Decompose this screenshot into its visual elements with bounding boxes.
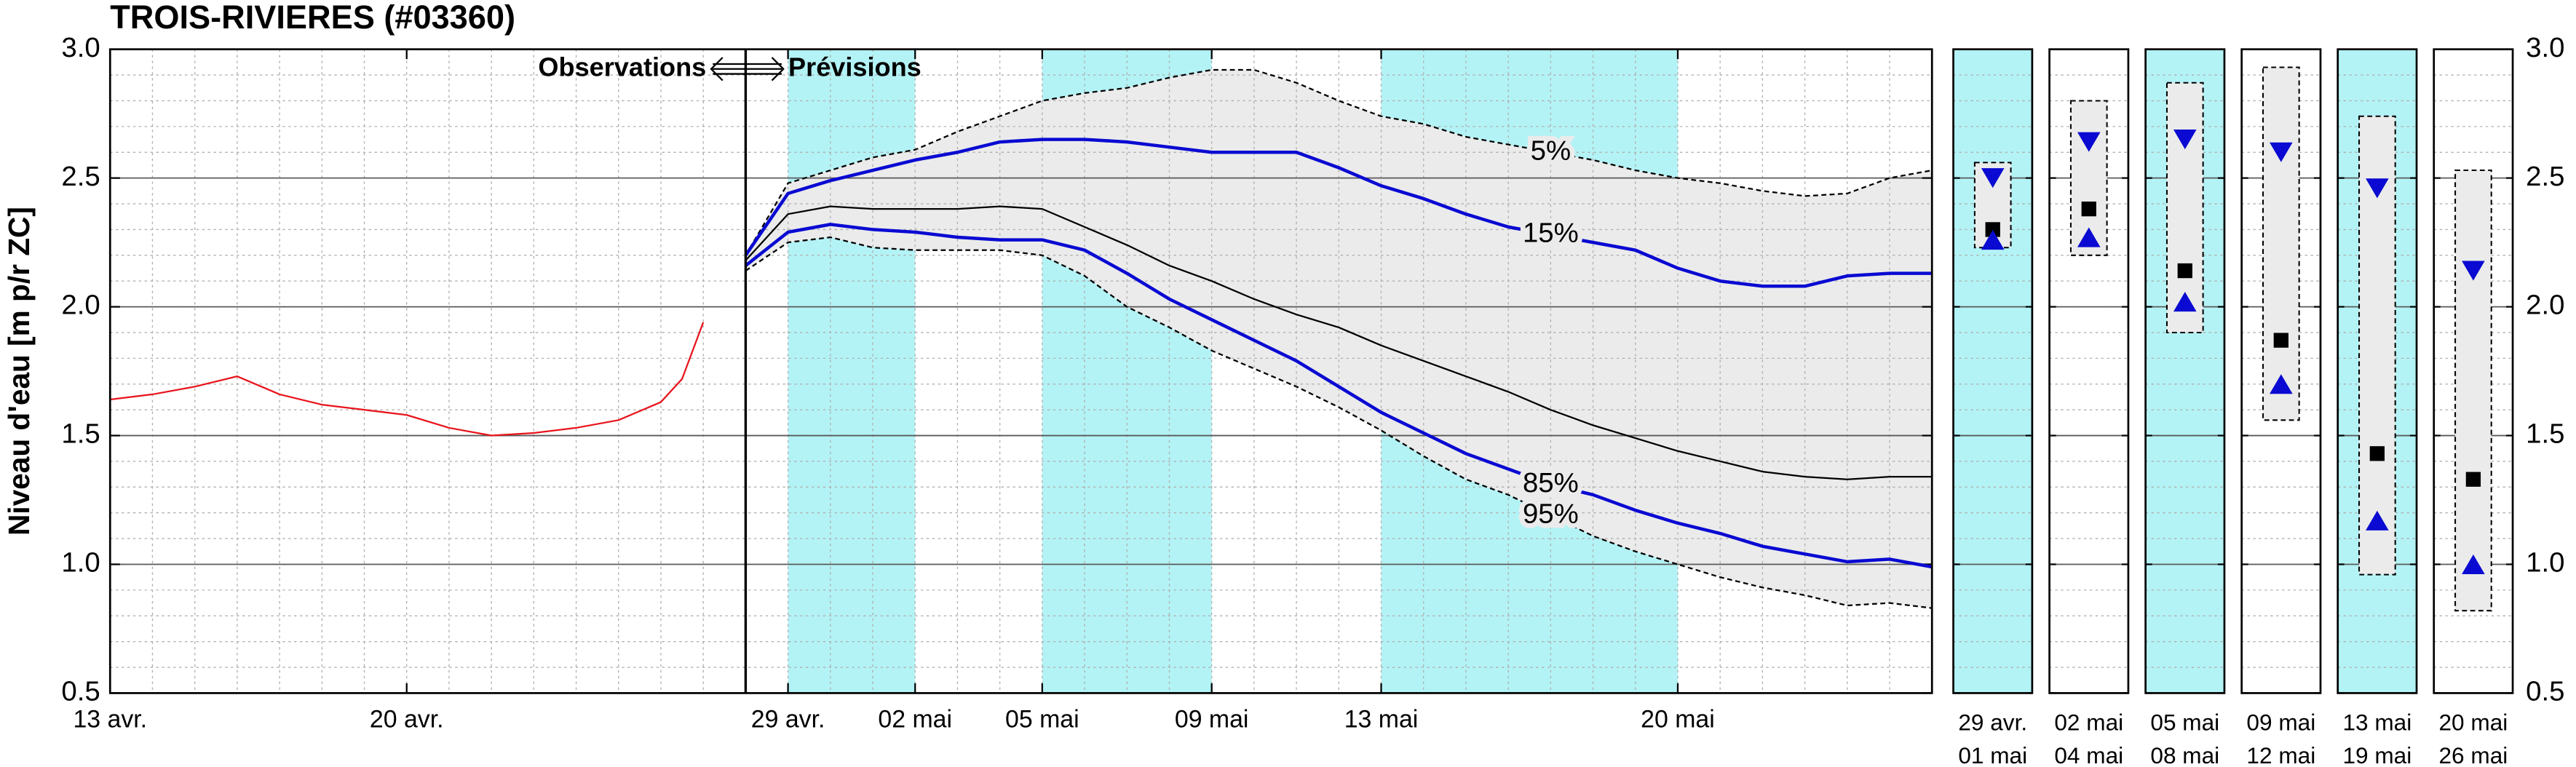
category-label: 29 avr. — [1958, 710, 2027, 736]
range-panel: 05 mai 08 mai — [2144, 48, 2226, 767]
upper-marker — [2173, 130, 2197, 150]
main-plot: 0.5 1.0 1.5 2.0 2.5 3.0 13 avr. 20 avr. 29 avr. 0… — [61, 32, 1933, 734]
y-tick-label: 0.5 — [2526, 676, 2564, 707]
panel-frame — [2048, 48, 2130, 694]
range-panel: 20 mai 26 mai — [2433, 48, 2514, 767]
panel-frame — [1952, 48, 2034, 694]
y-tick-label: 1.0 — [2526, 547, 2564, 579]
shaded-period — [788, 49, 916, 694]
x-tick-label: 13 avr. — [73, 706, 147, 734]
range-box — [2454, 170, 2492, 612]
y-tick-label: 3.0 — [2526, 32, 2564, 63]
median-marker — [2273, 333, 2288, 348]
category-label: 20 mai — [2439, 710, 2508, 736]
lower-marker — [1981, 230, 2005, 250]
y-tick-label: 0.5 — [61, 676, 100, 707]
panel-frame — [2337, 48, 2418, 694]
median-marker — [2369, 446, 2385, 461]
median-marker — [2465, 472, 2481, 487]
x-tick-label: 20 avr. — [370, 706, 444, 734]
range-box — [2165, 82, 2204, 334]
x-tick-label: 20 mai — [1641, 706, 1715, 734]
range-panels: 29 avr. 01 mai 02 mai 04 mai 05 mai 08 mai 09 … — [1952, 32, 2564, 767]
range-panel: 09 mai 12 mai — [2240, 48, 2322, 767]
range-panel: 13 mai 19 mai — [2337, 48, 2418, 767]
panel-frame — [2240, 48, 2322, 694]
category-label: 05 mai — [2150, 710, 2219, 736]
range-panel: 29 avr. 01 mai — [1952, 48, 2034, 767]
median-marker — [1985, 222, 2000, 237]
chart-title: TROIS-RIVIERES (#03360) — [110, 0, 515, 36]
upper-marker — [2270, 142, 2293, 162]
median-marker — [2081, 201, 2096, 217]
category-label: 08 mai — [2150, 742, 2219, 767]
lower-marker — [2270, 374, 2293, 394]
x-tick-label: 13 mai — [1344, 706, 1419, 734]
panel-frame — [2433, 48, 2514, 694]
category-label: 12 mai — [2246, 742, 2315, 767]
y-tick-label: 1.0 — [61, 547, 100, 579]
category-label: 04 mai — [2054, 742, 2123, 767]
upper-marker — [2366, 178, 2389, 199]
upper-marker — [2077, 132, 2101, 152]
category-label: 02 mai — [2054, 710, 2123, 736]
y-axis-label: Niveau d'eau [m p/r ZC] — [2, 207, 36, 536]
y-tick-label: 2.0 — [2526, 290, 2564, 321]
x-tick-label: 05 mai — [1005, 706, 1079, 734]
plot-frame — [108, 48, 1933, 694]
lower-marker — [2173, 291, 2197, 312]
category-label: 13 mai — [2342, 710, 2411, 736]
y-tick-label: 1.5 — [2526, 418, 2564, 450]
panel-frame — [2144, 48, 2226, 694]
y-tick-label: 2.0 — [61, 290, 100, 321]
series-label: 5% — [1531, 135, 1571, 166]
category-label: 01 mai — [1958, 742, 2027, 767]
series-label: 95% — [1523, 498, 1579, 529]
upper-marker — [1981, 168, 2005, 188]
annotation-arrow — [710, 57, 785, 82]
series-line — [745, 205, 1933, 480]
y-tick-label: 1.5 — [61, 418, 100, 450]
category-label: 09 mai — [2246, 710, 2315, 736]
y-tick-label: 3.0 — [61, 32, 100, 63]
annotation-previsions: Prévisions — [788, 52, 922, 82]
lower-marker — [2462, 554, 2485, 575]
median-marker — [2177, 263, 2192, 279]
category-label: 19 mai — [2342, 742, 2411, 767]
series-line — [110, 322, 705, 437]
annotation-observations: Observations — [538, 52, 706, 82]
series-line — [744, 223, 1933, 569]
x-tick-label: 02 mai — [878, 706, 952, 734]
y-tick-label: 2.5 — [61, 161, 100, 192]
range-box — [2262, 66, 2300, 421]
range-panel: 02 mai 04 mai — [2048, 48, 2130, 767]
x-tick-label: 09 mai — [1175, 706, 1249, 734]
upper-marker — [2462, 261, 2485, 281]
lower-marker — [2366, 510, 2389, 530]
series-line — [745, 68, 1933, 256]
x-tick-label: 29 avr. — [751, 706, 825, 734]
y-tick-label: 2.5 — [2526, 161, 2564, 192]
panel-background — [1953, 49, 2032, 694]
category-label: 26 mai — [2439, 742, 2508, 767]
series-line — [744, 138, 1933, 288]
series-line — [745, 236, 1933, 609]
series-label: 15% — [1523, 218, 1579, 249]
series-label: 85% — [1523, 467, 1579, 498]
lower-marker — [2077, 227, 2101, 247]
